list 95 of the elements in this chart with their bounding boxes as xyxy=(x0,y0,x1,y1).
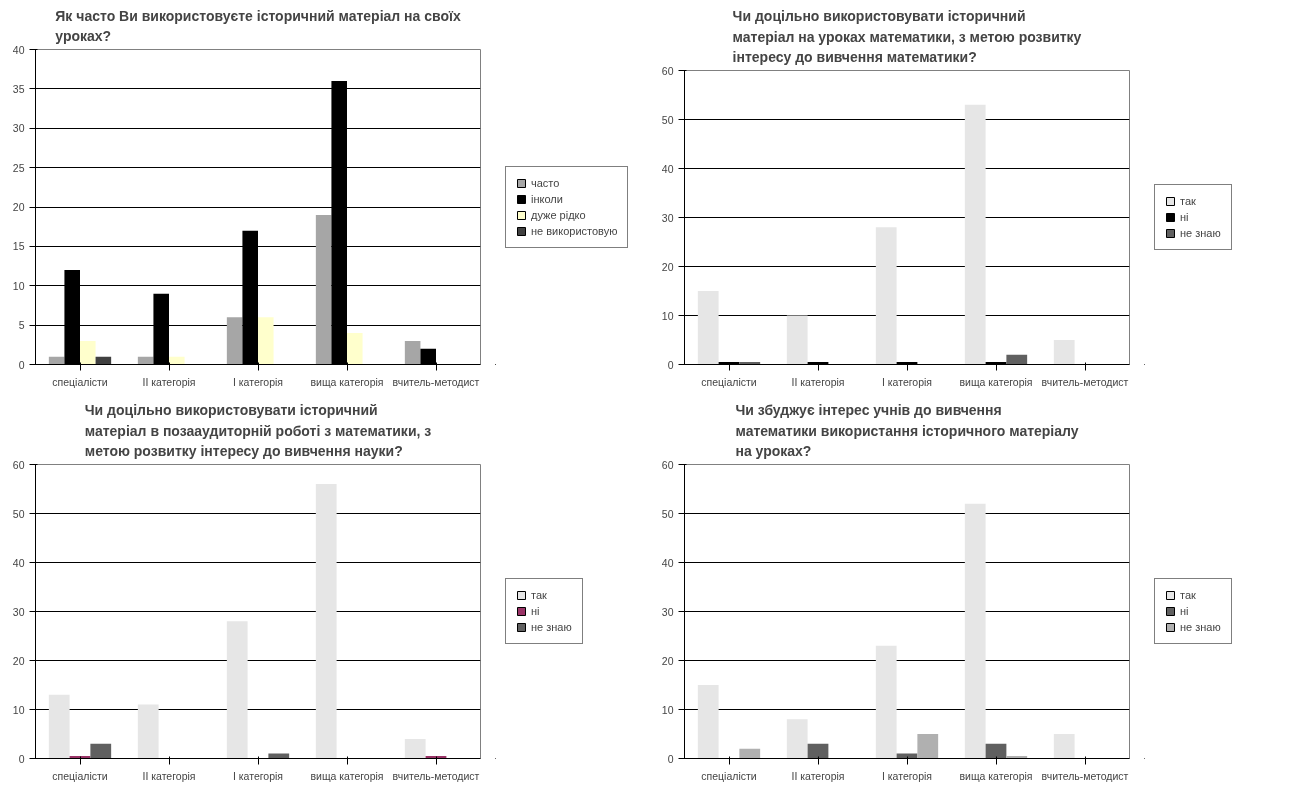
bar xyxy=(169,356,185,365)
bar xyxy=(875,645,897,759)
bar xyxy=(875,227,897,365)
y-tick-label: 30 xyxy=(12,122,25,135)
y-tick-label: 40 xyxy=(661,556,674,569)
bar xyxy=(315,484,337,759)
y-tick-label: 10 xyxy=(661,703,674,716)
bar xyxy=(1053,340,1075,365)
y-tick-label: 30 xyxy=(661,605,674,618)
x-tick-label: вчитель-методист xyxy=(392,375,480,388)
bar xyxy=(137,704,159,759)
x-tick-label: І категорія xyxy=(232,769,284,782)
bar xyxy=(964,503,986,759)
bar xyxy=(786,315,808,365)
x-tick-label: спеціалісти xyxy=(52,375,108,388)
y-tick-label: 40 xyxy=(661,162,674,175)
legend-label: інколи xyxy=(531,192,563,205)
bar xyxy=(226,621,248,759)
x-tick-label: вища категорія xyxy=(310,375,384,388)
legend-label: ні xyxy=(1180,211,1190,223)
legend-label: так xyxy=(531,589,548,601)
legend-label: не знаю xyxy=(1180,621,1221,633)
x-tick-label: вища категорія xyxy=(959,769,1033,782)
y-tick-label: 5 xyxy=(18,319,25,332)
bar xyxy=(347,333,363,365)
bar xyxy=(697,291,719,365)
legend-label: дуже рідко xyxy=(531,208,586,221)
y-tick-label: 40 xyxy=(12,556,25,569)
x-tick-label: ІІ категорія xyxy=(791,769,845,782)
y-tick-label: 0 xyxy=(667,358,674,371)
y-tick-label: 20 xyxy=(12,654,25,667)
bar xyxy=(739,748,761,759)
y-tick-label: 50 xyxy=(661,507,674,520)
x-tick-label: вища категорія xyxy=(310,769,384,782)
legend-label: так xyxy=(1180,195,1197,207)
legend-label: часто xyxy=(531,176,560,189)
x-tick-label: спеціалісти xyxy=(701,769,757,782)
bar xyxy=(697,685,719,759)
y-tick-label: 15 xyxy=(12,240,25,253)
y-tick-label: 50 xyxy=(12,507,25,520)
bar xyxy=(1053,734,1075,759)
legend-label: ні xyxy=(531,605,541,617)
y-tick-label: 30 xyxy=(12,605,25,618)
x-tick-label: І категорія xyxy=(881,375,933,388)
bar xyxy=(404,340,421,365)
bar xyxy=(404,738,426,759)
x-tick-label: І категорія xyxy=(881,769,933,782)
chart-title: Чи доцільно використовувати історичний матеріал на уроках математики, з метою розвитку інтересу до вивчення математики? xyxy=(732,7,1082,66)
y-tick-label: 0 xyxy=(667,752,674,765)
bar xyxy=(258,317,274,365)
y-tick-label: 50 xyxy=(661,113,674,126)
legend-label: не використовую xyxy=(531,224,618,237)
y-tick-label: 20 xyxy=(661,654,674,667)
bar xyxy=(90,743,112,759)
bar xyxy=(917,734,939,759)
chart-title: Як часто Ви використовуєте історичний матеріал на своїх уроках? xyxy=(55,7,461,45)
x-tick-label: вчитель-методист xyxy=(1041,769,1129,782)
y-tick-label: 30 xyxy=(661,211,674,224)
x-tick-label: ІІ категорія xyxy=(142,375,196,388)
bar xyxy=(1006,354,1028,365)
legend-label: не знаю xyxy=(531,621,572,633)
y-tick-label: 25 xyxy=(12,161,25,174)
bar xyxy=(226,317,243,365)
y-tick-label: 10 xyxy=(661,309,674,322)
y-tick-label: 60 xyxy=(661,64,674,77)
legend-label: не знаю xyxy=(1180,227,1221,239)
y-tick-label: 40 xyxy=(12,43,25,56)
bar xyxy=(315,214,332,365)
y-tick-label: 60 xyxy=(12,458,25,471)
y-tick-label: 35 xyxy=(12,82,25,95)
x-tick-label: вища категорія xyxy=(959,375,1033,388)
bar xyxy=(786,719,808,759)
chart-title: Чи збуджує інтерес учнів до вивчення математики використання історичного матеріалу на уроках? xyxy=(735,401,1079,460)
legend-label: так xyxy=(1180,589,1197,601)
bar xyxy=(80,340,96,365)
x-tick-label: спеціалісти xyxy=(52,769,108,782)
y-tick-label: 10 xyxy=(12,703,25,716)
chart-title: Чи доцільно використовувати історичний матеріал в позааудиторній роботі з математики, з метою розвитку інтересу до вивчення науки? xyxy=(84,401,432,460)
bar xyxy=(964,104,986,365)
bar xyxy=(48,694,70,759)
x-tick-label: ІІ категорія xyxy=(142,769,196,782)
legend-label: ні xyxy=(1180,605,1190,617)
x-tick-label: вчитель-методист xyxy=(392,769,480,782)
x-tick-label: вчитель-методист xyxy=(1041,375,1129,388)
x-tick-label: ІІ категорія xyxy=(791,375,845,388)
y-tick-label: 60 xyxy=(661,458,674,471)
y-tick-label: 0 xyxy=(18,752,25,765)
y-tick-label: 10 xyxy=(12,279,25,292)
x-tick-label: І категорія xyxy=(232,375,284,388)
bar xyxy=(807,743,829,759)
y-tick-label: 0 xyxy=(18,358,25,371)
y-tick-label: 20 xyxy=(12,201,25,213)
y-tick-label: 20 xyxy=(661,260,674,273)
x-tick-label: спеціалісти xyxy=(701,375,757,388)
bar xyxy=(985,743,1007,759)
